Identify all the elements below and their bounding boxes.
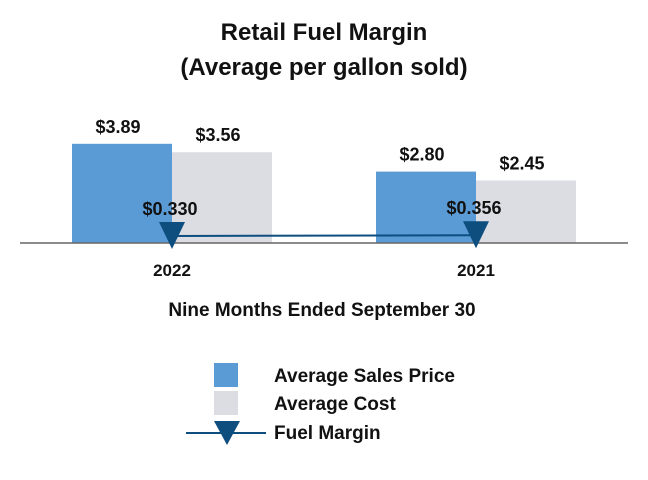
fuel-margin-line bbox=[171, 234, 477, 237]
bar-label-2021-cost: $2.45 bbox=[499, 154, 544, 174]
bars: $3.89 $3.56 $2.80 $2.45 bbox=[72, 117, 576, 243]
chart-subtitle: (Average per gallon sold) bbox=[180, 54, 467, 81]
legend: Average Sales Price Average Cost Fuel Marg… bbox=[186, 363, 455, 445]
bar-label-2022-sales-price: $3.89 bbox=[95, 117, 140, 137]
x-axis-label: Nine Months Ended September 30 bbox=[168, 300, 475, 321]
bar-2022-sales-price bbox=[72, 143, 172, 243]
bar-2021-sales-price bbox=[376, 171, 476, 243]
x-ticks: 2022 2021 bbox=[153, 261, 495, 280]
fuel-margin-series: $0.330 $0.356 bbox=[142, 198, 502, 249]
fuel-margin-marker-2021 bbox=[463, 221, 489, 249]
bar-2022-cost bbox=[172, 152, 272, 243]
x-tick-2022: 2022 bbox=[153, 261, 191, 280]
x-tick-2021: 2021 bbox=[457, 261, 495, 280]
fuel-margin-label-2022: $0.330 bbox=[142, 199, 197, 219]
fuel-margin-label-2021: $0.356 bbox=[446, 198, 501, 218]
fuel-margin-marker-2022 bbox=[159, 222, 185, 249]
bar-label-2022-cost: $3.56 bbox=[195, 125, 240, 145]
legend-label-sales-price: Average Sales Price bbox=[274, 366, 455, 387]
legend-swatch-cost bbox=[214, 391, 238, 415]
bar-2021-cost bbox=[476, 180, 576, 243]
legend-marker-fuel-margin bbox=[214, 421, 240, 445]
bar-label-2021-sales-price: $2.80 bbox=[399, 145, 444, 165]
legend-label-fuel-margin: Fuel Margin bbox=[274, 423, 381, 444]
legend-label-cost: Average Cost bbox=[274, 394, 396, 415]
legend-swatch-sales-price bbox=[214, 363, 238, 387]
chart-title: Retail Fuel Margin bbox=[221, 19, 428, 46]
